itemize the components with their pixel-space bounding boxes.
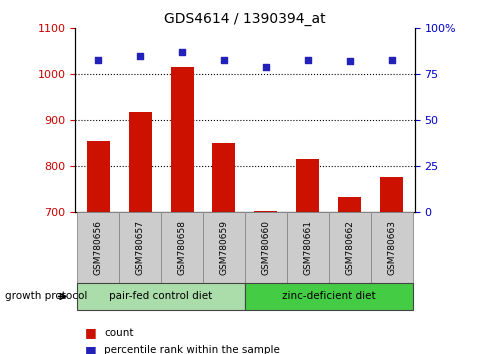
Bar: [87, 141, 109, 212]
Bar: [286, 212, 328, 283]
Text: count: count: [104, 328, 134, 338]
Text: percentile rank within the sample: percentile rank within the sample: [104, 346, 280, 354]
Bar: [212, 143, 235, 212]
Point: [220, 57, 227, 62]
Point: [94, 57, 102, 62]
Text: GSM780661: GSM780661: [302, 220, 312, 275]
Text: GSM780660: GSM780660: [261, 220, 270, 275]
Title: GDS4614 / 1390394_at: GDS4614 / 1390394_at: [164, 12, 325, 26]
Text: GSM780659: GSM780659: [219, 220, 228, 275]
Point: [136, 53, 144, 59]
Text: zinc-deficient diet: zinc-deficient diet: [281, 291, 375, 302]
Bar: [337, 197, 361, 212]
Text: GSM780658: GSM780658: [177, 220, 186, 275]
Point: [387, 57, 394, 62]
Bar: [254, 211, 277, 212]
Bar: [119, 212, 161, 283]
Bar: [296, 160, 318, 212]
Bar: [128, 112, 151, 212]
Bar: [244, 212, 286, 283]
Bar: [328, 212, 370, 283]
Text: GSM780663: GSM780663: [386, 220, 395, 275]
Text: ■: ■: [85, 326, 96, 339]
Bar: [370, 212, 412, 283]
Point: [261, 64, 269, 70]
Bar: [77, 212, 119, 283]
Bar: [203, 212, 244, 283]
Bar: [161, 212, 203, 283]
Text: pair-fed control diet: pair-fed control diet: [109, 291, 212, 302]
Point: [178, 50, 185, 55]
Bar: [170, 67, 193, 212]
Bar: [244, 283, 412, 310]
Text: GSM780662: GSM780662: [345, 220, 353, 275]
Point: [303, 57, 311, 62]
Point: [345, 59, 353, 64]
Text: GSM780656: GSM780656: [93, 220, 103, 275]
Bar: [77, 283, 244, 310]
Text: growth protocol: growth protocol: [5, 291, 87, 302]
Bar: [379, 177, 402, 212]
Text: GSM780657: GSM780657: [136, 220, 144, 275]
Text: ■: ■: [85, 344, 96, 354]
